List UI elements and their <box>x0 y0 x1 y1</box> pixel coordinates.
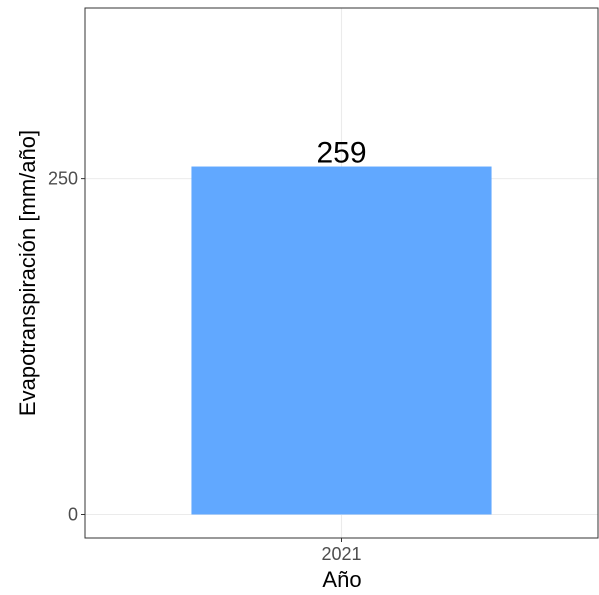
bars <box>191 166 492 515</box>
bar-2021 <box>191 166 492 515</box>
x-axis-title: Año <box>322 567 361 590</box>
axes: 0 250 2021 <box>48 169 362 564</box>
y-tick-label-0: 0 <box>68 504 78 524</box>
y-axis-title: Evapotranspiración [mm/año] <box>15 130 40 416</box>
y-tick-label-1: 250 <box>48 169 78 189</box>
data-label-2021: 259 <box>316 137 366 170</box>
x-tick-label-0: 2021 <box>321 544 361 564</box>
data-labels: 259 <box>316 137 366 170</box>
